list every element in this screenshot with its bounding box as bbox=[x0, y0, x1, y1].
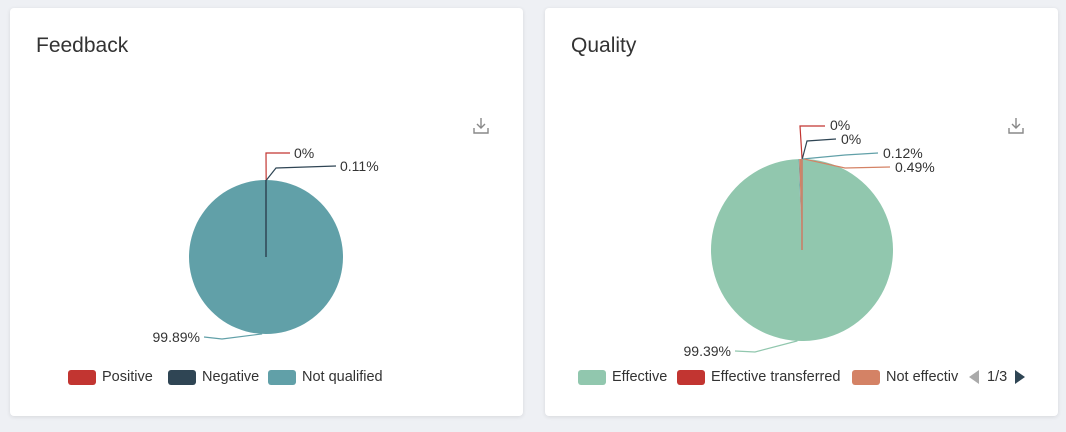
quality-legend: Effective Effective transferred Not effect… bbox=[545, 366, 1058, 388]
feedback-pie-chart: 0% 0.11% 99.89% bbox=[153, 145, 379, 345]
legend-swatch bbox=[168, 369, 196, 385]
legend-swatch bbox=[68, 369, 96, 385]
legend-label: Positive bbox=[102, 369, 153, 385]
legend-label: Not qualified bbox=[302, 369, 383, 385]
slice-value-label: 0% bbox=[294, 145, 314, 161]
label-leader-line bbox=[265, 152, 290, 181]
legend-item[interactable]: Not qualified bbox=[268, 366, 383, 388]
legend-item[interactable]: Negative bbox=[168, 366, 259, 388]
legend-swatch bbox=[677, 369, 705, 385]
legend-page-indicator: 1/3 bbox=[987, 369, 1008, 385]
legend-swatch bbox=[578, 369, 606, 385]
legend-item[interactable]: Not effectiv bbox=[852, 366, 965, 388]
label-leader-line bbox=[203, 333, 263, 340]
download-icon[interactable] bbox=[1006, 116, 1026, 136]
legend-pager: 1/3 bbox=[969, 366, 1026, 388]
slice-value-label: 99.89% bbox=[153, 329, 200, 345]
legend-label: Effective bbox=[612, 369, 668, 385]
legend-swatch bbox=[268, 369, 296, 385]
slice-value-label: 0.49% bbox=[895, 159, 935, 175]
legend-label: Effective transferred bbox=[711, 369, 841, 385]
slice-value-label: 0% bbox=[830, 117, 850, 133]
legend-swatch bbox=[852, 369, 880, 385]
slice-value-label: 0.11% bbox=[340, 158, 379, 174]
label-leader-line bbox=[804, 158, 891, 169]
legend-item[interactable]: Positive bbox=[68, 366, 153, 388]
slice-value-label: 0% bbox=[841, 131, 861, 147]
label-leader-line bbox=[801, 138, 837, 160]
legend-label: Not effectiv bbox=[886, 369, 959, 385]
download-icon[interactable] bbox=[471, 116, 491, 136]
quality-card: Quality 99.39% 0% 0% 0.12% 0.49% Effective Ef… bbox=[545, 8, 1058, 416]
legend-label: Negative bbox=[202, 369, 260, 385]
label-leader-line bbox=[799, 125, 825, 160]
feedback-card: Feedback 0% 0.11% 99.89% Positive Negative N… bbox=[10, 8, 523, 416]
legend-item[interactable]: Effective bbox=[578, 366, 667, 388]
slice-value-label: 0.12% bbox=[883, 145, 923, 161]
feedback-legend: Positive Negative Not qualified bbox=[10, 366, 523, 388]
quality-pie-chart: 99.39% 0%0% 0.12%0.49% bbox=[684, 117, 935, 359]
quality-title: Quality bbox=[571, 34, 637, 57]
legend-item[interactable]: Effective transferred bbox=[677, 366, 841, 388]
label-leader-line bbox=[265, 165, 337, 181]
triangle-right-icon[interactable] bbox=[1015, 370, 1026, 384]
pie-slice[interactable] bbox=[798, 159, 802, 250]
feedback-title: Feedback bbox=[36, 34, 129, 57]
triangle-left-icon[interactable] bbox=[969, 370, 979, 384]
slice-value-label: 99.39% bbox=[684, 343, 731, 359]
label-leader-line bbox=[734, 340, 798, 353]
label-leader-line bbox=[802, 152, 879, 160]
